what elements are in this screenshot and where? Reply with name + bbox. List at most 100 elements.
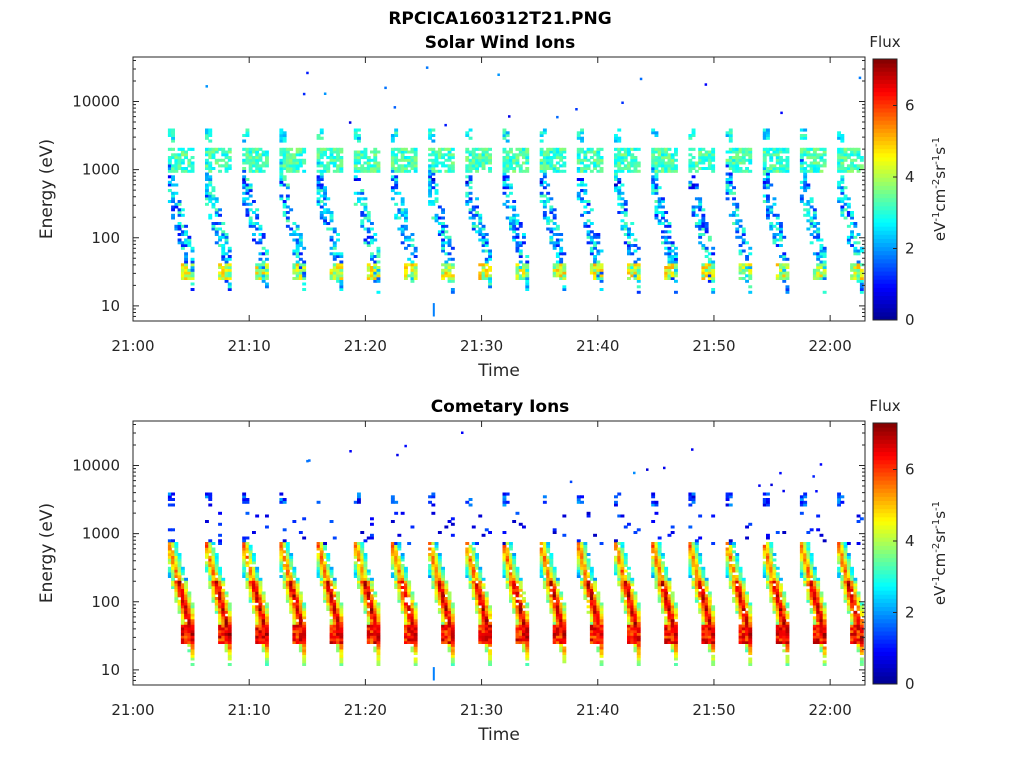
- heatmap-cell: [562, 610, 567, 614]
- heatmap-cell: [224, 627, 229, 631]
- heatmap-cell: [664, 241, 669, 245]
- heatmap-cell: [218, 577, 222, 581]
- heatmap-cell: [670, 241, 675, 245]
- heatmap-cell: [589, 241, 594, 245]
- heatmap-cell: [539, 547, 544, 551]
- heatmap-cell: [505, 566, 510, 570]
- heatmap-cell: [509, 572, 513, 576]
- heatmap-cell: [370, 266, 374, 269]
- heatmap-cell: [285, 186, 290, 190]
- heatmap-cell: [413, 156, 418, 160]
- heatmap-cell: [255, 216, 260, 220]
- heatmap-cell: [667, 158, 672, 162]
- heatmap-cell: [518, 268, 523, 272]
- heatmap-cell: [177, 608, 182, 611]
- heatmap-cell: [326, 608, 331, 611]
- heatmap-cell: [208, 495, 213, 499]
- heatmap-cell: [559, 257, 564, 261]
- heatmap-cell: [741, 249, 746, 253]
- heatmap-cell: [732, 213, 736, 217]
- heatmap-cell: [762, 136, 767, 140]
- heatmap-cell: [363, 169, 368, 173]
- heatmap-cell: [589, 616, 594, 620]
- heatmap-cell: [775, 156, 780, 160]
- heatmap-cell: [336, 641, 340, 644]
- heatmap-cell: [779, 222, 783, 225]
- heatmap-cell: [400, 608, 405, 611]
- heatmap-cell: [444, 252, 449, 256]
- heatmap-cell: [819, 252, 824, 256]
- heatmap-cell: [404, 266, 408, 269]
- heatmap-cell: [410, 268, 415, 272]
- heatmap-cell: [502, 561, 507, 565]
- heatmap-cell: [357, 169, 361, 173]
- heatmap-cell: [471, 580, 476, 584]
- heatmap-cell: [555, 577, 560, 581]
- heatmap-cell: [667, 271, 672, 275]
- heatmap-cell: [546, 200, 551, 203]
- heatmap-cell: [711, 271, 716, 275]
- heatmap-cell: [370, 169, 374, 173]
- heatmap-cell: [468, 561, 473, 565]
- heatmap-cell: [292, 630, 297, 633]
- heatmap-cell: [766, 150, 770, 154]
- heatmap-cell: [360, 211, 365, 214]
- heatmap-cell: [484, 646, 489, 650]
- heatmap-cell: [214, 558, 219, 562]
- heatmap-cell: [468, 167, 473, 170]
- heatmap-cell: [184, 608, 188, 611]
- heatmap-cell: [593, 641, 597, 644]
- heatmap-cell: [816, 230, 821, 234]
- heatmap-cell: [366, 164, 371, 168]
- heatmap-cell: [227, 268, 232, 272]
- heatmap-cell: [397, 555, 402, 559]
- colorbar-segment: [873, 234, 897, 239]
- heatmap-cell: [850, 235, 854, 239]
- heatmap-cell: [400, 213, 405, 217]
- heatmap-cell: [292, 158, 297, 162]
- heatmap-cell: [711, 150, 716, 154]
- heatmap-cell: [214, 577, 219, 581]
- heatmap-cell: [279, 161, 284, 165]
- heatmap-cell: [413, 638, 418, 642]
- heatmap-cell: [806, 147, 811, 151]
- heatmap-cell: [444, 632, 449, 636]
- heatmap-cell: [329, 599, 334, 603]
- heatmap-cell: [481, 605, 486, 609]
- heatmap-cell: [184, 580, 188, 584]
- heatmap-cell: [515, 227, 520, 231]
- heatmap-cell: [481, 597, 486, 600]
- heatmap-cell: [782, 271, 787, 275]
- heatmap-cell: [218, 539, 222, 543]
- heatmap-cell: [413, 161, 418, 165]
- heatmap-cell: [218, 586, 222, 589]
- y-tick-label: 1000: [82, 161, 120, 179]
- heatmap-cell: [376, 624, 381, 628]
- heatmap-cell: [184, 255, 188, 258]
- heatmap-cell: [661, 197, 665, 201]
- heatmap-cell: [302, 536, 307, 540]
- heatmap-cell: [488, 277, 492, 280]
- heatmap-cell: [515, 586, 520, 589]
- colorbar-segment: [873, 226, 897, 231]
- heatmap-cell: [518, 167, 523, 170]
- heatmap-cell: [478, 216, 483, 220]
- heatmap-cell: [431, 586, 436, 589]
- heatmap-cell: [589, 641, 594, 644]
- heatmap-cell: [295, 630, 300, 633]
- heatmap-cell: [292, 632, 297, 636]
- heatmap-cell: [295, 167, 300, 170]
- heatmap-cell: [428, 564, 432, 567]
- heatmap-cell: [596, 641, 601, 644]
- heatmap-cell: [400, 591, 405, 595]
- heatmap-cell: [242, 536, 247, 540]
- heatmap-cell: [782, 257, 787, 261]
- heatmap-cell: [242, 197, 247, 201]
- heatmap-cell: [441, 588, 445, 592]
- heatmap-cell: [843, 197, 848, 201]
- heatmap-cell: [741, 169, 746, 173]
- heatmap-cell: [360, 588, 365, 592]
- heatmap-cell: [562, 252, 567, 256]
- heatmap-cell: [208, 156, 213, 160]
- heatmap-cell: [512, 224, 517, 228]
